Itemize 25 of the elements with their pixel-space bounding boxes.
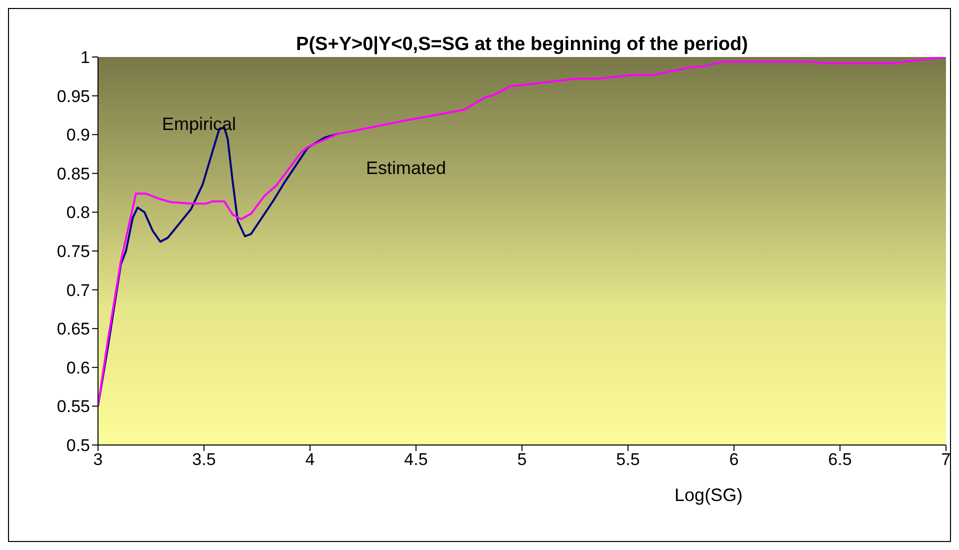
x-tick-label: 3.5 bbox=[192, 450, 216, 470]
y-tick-label: 0.8 bbox=[66, 203, 90, 222]
line-series bbox=[98, 57, 946, 408]
x-tick-label: 6.5 bbox=[828, 450, 852, 470]
x-tick-label: 5.5 bbox=[616, 450, 640, 470]
y-tick-label: 0.75 bbox=[56, 242, 90, 262]
y-tick-label: 0.85 bbox=[56, 164, 90, 184]
x-tick-label: 7 bbox=[941, 450, 951, 470]
x-tick-label: 3 bbox=[93, 450, 103, 470]
y-tick-label: 0.6 bbox=[66, 358, 90, 378]
y-tick-label: 0.7 bbox=[66, 280, 90, 300]
y-tick-label: 0.55 bbox=[56, 397, 90, 416]
y-tick-label: 0.95 bbox=[56, 86, 90, 106]
series-label: Empirical bbox=[162, 114, 236, 134]
y-tick-label: 0.9 bbox=[66, 126, 90, 145]
x-tick-label: 5 bbox=[517, 450, 527, 470]
x-axis-title: Log(SG) bbox=[674, 485, 743, 505]
y-tick-label: 1 bbox=[80, 48, 90, 68]
x-tick-label: 6 bbox=[729, 450, 739, 470]
chart-title: P(S+Y>0|Y<0,S=SG at the beginning of the period) bbox=[296, 34, 748, 55]
y-tick-label: 0.65 bbox=[56, 320, 90, 339]
x-tick-label: 4.5 bbox=[404, 450, 428, 470]
series-label: Estimated bbox=[366, 158, 446, 178]
y-tick-label: 0.5 bbox=[66, 436, 90, 456]
x-tick-label: 4 bbox=[305, 450, 315, 470]
